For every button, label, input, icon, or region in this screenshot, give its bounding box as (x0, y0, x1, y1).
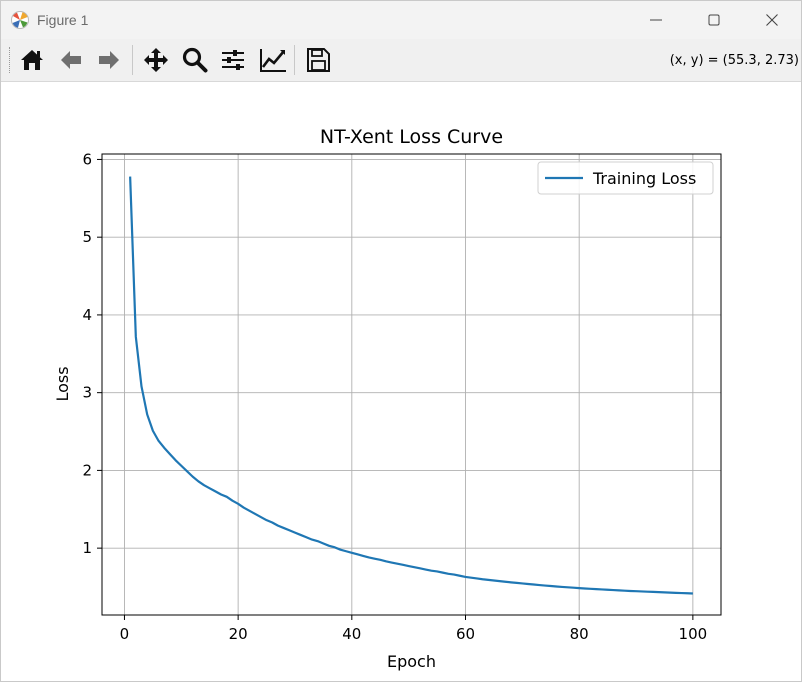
navigation-toolbar: (x, y) = (55.3, 2.73) (1, 39, 801, 82)
x-tick-label: 100 (679, 625, 708, 643)
pan-move-icon (144, 48, 168, 72)
y-tick-label: 4 (82, 306, 92, 324)
subplots-button[interactable] (216, 43, 250, 77)
toolbar-separator (132, 45, 133, 75)
edit-axis-icon (260, 49, 286, 72)
back-arrow-icon (61, 51, 81, 69)
toolbar-separator (294, 45, 295, 75)
y-tick-label: 5 (82, 228, 92, 246)
customize-button[interactable] (255, 43, 289, 77)
y-tick-label: 2 (82, 461, 92, 479)
minimize-icon (650, 19, 662, 21)
close-icon (766, 14, 778, 26)
configure-subplots-icon (222, 50, 244, 70)
legend: Training Loss (537, 161, 714, 195)
y-tick-label: 3 (82, 384, 92, 402)
maximize-button[interactable] (685, 1, 743, 39)
loss-chart: 0 20 40 60 80 100 1 2 3 4 5 6 NT-Xent Loss Curve Ep… (53, 126, 722, 671)
chart-title: NT-Xent Loss Curve (320, 126, 503, 148)
plot-area-frame (101, 153, 722, 616)
x-tick-label: 80 (570, 625, 589, 643)
forward-button[interactable] (92, 43, 126, 77)
toolbar-grip (9, 47, 12, 73)
x-axis-label: Epoch (387, 652, 436, 671)
figure-canvas[interactable]: 0 20 40 60 80 100 1 2 3 4 5 6 NT-Xent Loss Curve Ep… (1, 82, 801, 681)
y-tick-label: 1 (82, 539, 92, 557)
close-button[interactable] (743, 1, 801, 39)
home-icon (21, 50, 43, 70)
zoom-button[interactable] (178, 43, 212, 77)
forward-arrow-icon (99, 51, 119, 69)
x-tick-label: 0 (120, 625, 130, 643)
home-button[interactable] (15, 43, 49, 77)
legend-label-training-loss: Training Loss (592, 169, 696, 188)
y-axis-label: Loss (53, 366, 72, 401)
back-button[interactable] (54, 43, 88, 77)
save-floppy-icon (307, 48, 330, 72)
pan-button[interactable] (139, 43, 173, 77)
x-tick-label: 40 (342, 625, 361, 643)
cursor-coordinates: (x, y) = (55.3, 2.73) (669, 53, 799, 68)
minimize-button[interactable] (627, 1, 685, 39)
x-tick-label: 60 (456, 625, 475, 643)
series-line-training-loss (129, 176, 693, 595)
legend-box (537, 161, 714, 195)
y-tick-label: 6 (82, 150, 92, 168)
x-tick-label: 20 (229, 625, 248, 643)
matplotlib-logo-icon (10, 10, 30, 30)
zoom-magnifier-icon (182, 47, 208, 73)
maximize-icon (708, 14, 720, 26)
title-bar: Figure 1 (1, 1, 801, 39)
window-title: Figure 1 (37, 12, 89, 28)
save-button[interactable] (301, 43, 335, 77)
